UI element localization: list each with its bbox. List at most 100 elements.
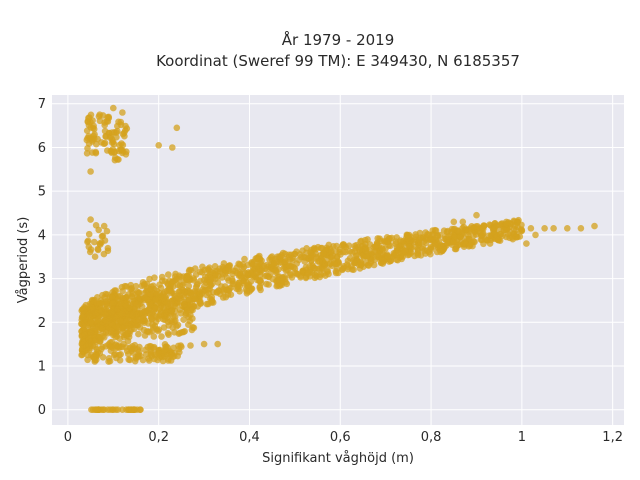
scatter-point [86, 114, 93, 121]
scatter-point [118, 343, 126, 351]
scatter-point [291, 265, 299, 273]
scatter-point [350, 266, 357, 274]
scatter-point [102, 300, 110, 308]
scatter-point [345, 242, 353, 249]
scatter-point [81, 320, 88, 328]
scatter-point [359, 252, 367, 259]
scatter-point [152, 296, 159, 303]
scatter-point [221, 283, 229, 290]
scatter-point [514, 218, 521, 226]
x-tick-label: 0,2 [148, 430, 169, 445]
scatter-point [123, 148, 130, 155]
scatter-point [523, 240, 530, 247]
scatter-point [247, 278, 255, 285]
scatter-point [379, 257, 386, 264]
scatter-point [96, 117, 104, 125]
scatter-point [353, 252, 360, 259]
scatter-point [235, 285, 242, 293]
scatter-point [99, 291, 106, 299]
scatter-point [591, 222, 598, 230]
scatter-point [158, 333, 165, 340]
scatter-point [214, 279, 222, 286]
scatter-point [432, 227, 440, 234]
scatter-point [167, 352, 175, 359]
scatter-point [125, 356, 132, 363]
scatter-point [87, 246, 95, 253]
scatter-point [84, 145, 91, 152]
scatter-point [186, 317, 194, 325]
scatter-point [459, 218, 467, 226]
scatter-point [206, 271, 213, 278]
scatter-point [98, 139, 105, 146]
scatter-point [235, 279, 243, 287]
scatter-point [473, 211, 480, 219]
scatter-point [119, 329, 126, 336]
scatter-point [119, 141, 127, 149]
scatter-point [95, 226, 102, 234]
scatter-point [286, 262, 294, 270]
scatter-point [435, 237, 443, 244]
x-tick-label: 1,2 [602, 430, 623, 445]
scatter-point [106, 357, 114, 365]
scatter-point [111, 149, 118, 156]
scatter-point [325, 241, 333, 249]
scatter-point [532, 231, 539, 239]
scatter-point [461, 239, 468, 246]
scatter-point [373, 242, 381, 249]
scatter-point [79, 314, 87, 321]
scatter-point [356, 246, 363, 254]
scatter-point [243, 270, 251, 278]
scatter-point [161, 289, 168, 296]
scatter-point [155, 315, 162, 323]
scatter-point [151, 274, 158, 282]
scatter-point [161, 316, 169, 324]
scatter-point [94, 331, 101, 339]
scatter-point [165, 271, 172, 278]
scatter-point [278, 252, 285, 259]
scatter-point [111, 342, 119, 349]
scatter-point [324, 255, 331, 263]
scatter-point [109, 138, 117, 145]
scatter-point [108, 294, 116, 301]
scatter-point [376, 235, 383, 242]
scatter-point [84, 238, 91, 246]
scatter-point [92, 343, 99, 351]
scatter-point [174, 352, 181, 360]
x-tick-label: 0,8 [421, 430, 442, 445]
scatter-point [80, 307, 88, 315]
scatter-point [491, 224, 498, 231]
scatter-point [425, 231, 433, 238]
scatter-point [206, 282, 214, 290]
scatter-point [153, 290, 160, 298]
x-tick-label: 0 [64, 430, 72, 445]
scatter-point [509, 235, 517, 243]
scatter-point [186, 296, 193, 303]
scatter-point [445, 233, 452, 240]
scatter-point [198, 269, 206, 276]
scatter-point [180, 316, 187, 324]
scatter-point [108, 308, 116, 316]
scatter-point [129, 311, 136, 319]
scatter-point [486, 240, 494, 247]
scatter-point [402, 248, 409, 255]
scatter-point [150, 345, 158, 352]
scatter-point [510, 225, 518, 233]
scatter-point [243, 288, 251, 295]
y-axis-title: Vågperiod (s) [16, 217, 31, 304]
scatter-point [160, 324, 168, 331]
scatter-point [89, 149, 96, 156]
scatter-point [344, 257, 352, 265]
scatter-point [186, 266, 193, 274]
scatter-point [333, 260, 341, 268]
scatter-point [236, 269, 244, 276]
scatter-point [550, 225, 557, 232]
scatter-point [119, 130, 127, 138]
scatter-point [364, 236, 371, 243]
scatter-point [155, 142, 162, 149]
scatter-point [149, 327, 156, 335]
tick-labels: 0 0,2 0,4 0,6 0,8 1 1,2 0 1 2 3 4 5 6 7 [38, 97, 623, 445]
scatter-point [191, 295, 198, 302]
y-tick-label: 2 [38, 316, 46, 331]
scatter-point [103, 227, 111, 235]
